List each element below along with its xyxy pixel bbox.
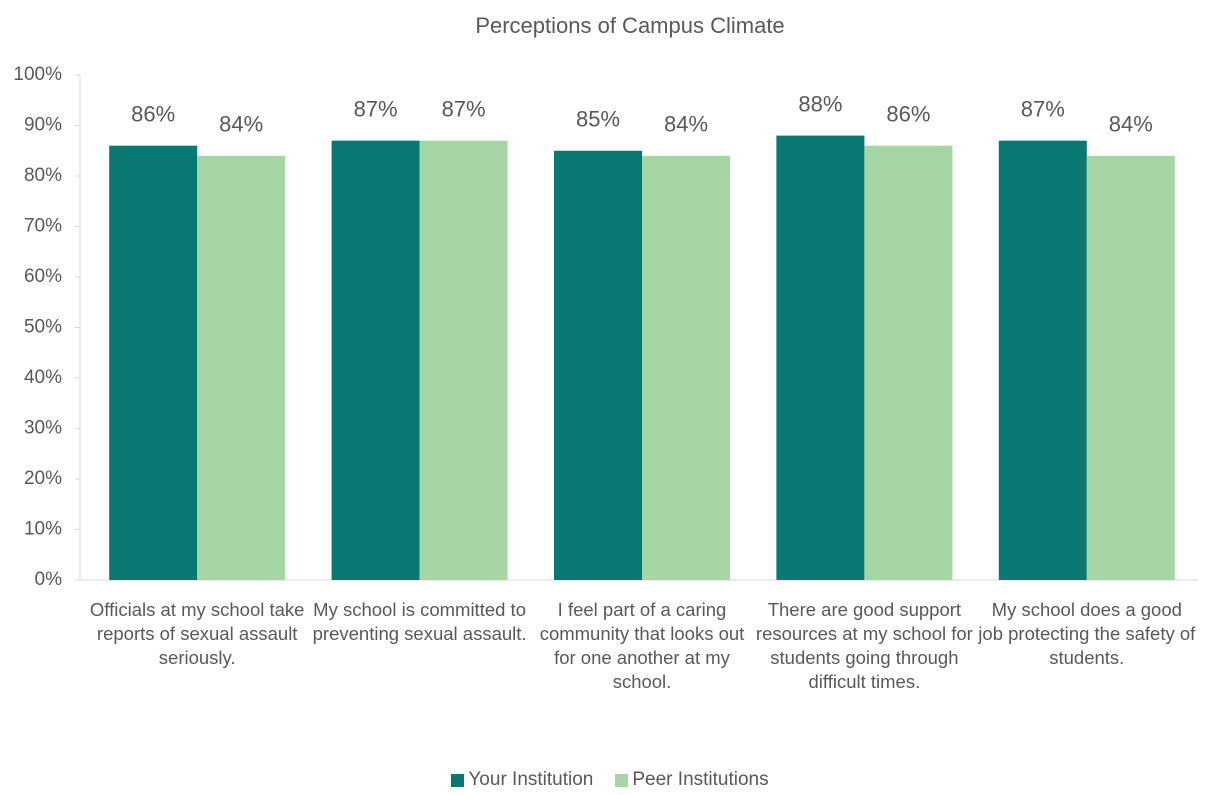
legend-swatch xyxy=(451,773,465,787)
x-tick-label: There are good support resources at my s… xyxy=(755,599,973,692)
y-tick-label: 100% xyxy=(13,64,62,85)
data-label: 84% xyxy=(664,112,708,137)
data-label: 84% xyxy=(219,112,263,137)
x-tick-label: I feel part of a caring community that l… xyxy=(539,599,745,692)
y-tick-label: 10% xyxy=(24,519,62,540)
data-label: 88% xyxy=(798,91,842,116)
legend-swatch xyxy=(615,773,629,787)
bar xyxy=(776,135,865,580)
y-tick-label: 50% xyxy=(24,317,62,338)
y-tick-label: 80% xyxy=(24,165,62,186)
legend-item: Peer Institutions xyxy=(615,769,769,791)
y-tick-label: 60% xyxy=(24,266,62,287)
bar xyxy=(998,140,1087,580)
bar xyxy=(331,140,420,580)
y-tick-label: 40% xyxy=(24,367,62,388)
y-tick-label: 20% xyxy=(24,468,62,489)
legend-label: Your Institution xyxy=(468,769,594,790)
bar xyxy=(642,155,730,581)
bar xyxy=(109,145,198,580)
bar xyxy=(1086,155,1175,581)
data-label: 84% xyxy=(1109,112,1153,137)
data-label: 85% xyxy=(576,107,620,132)
bar xyxy=(419,140,508,580)
y-tick-label: 90% xyxy=(24,115,62,136)
x-tick-label: My school does a good job protecting the… xyxy=(978,599,1196,668)
legend: Your Institution Peer Institutions xyxy=(0,769,1220,791)
data-label: 86% xyxy=(886,102,930,127)
legend-item: Your Institution xyxy=(451,769,593,791)
y-tick-label: 30% xyxy=(24,418,62,439)
bar xyxy=(197,155,286,581)
y-tick-label: 70% xyxy=(24,216,62,237)
bar xyxy=(864,145,953,580)
bar xyxy=(554,150,642,580)
x-tick-label: Officials at my school take reports of s… xyxy=(89,599,305,668)
data-label: 87% xyxy=(1021,96,1065,121)
chart-title: Perceptions of Campus Climate xyxy=(475,13,784,38)
data-label: 87% xyxy=(354,96,398,121)
legend-label: Peer Institutions xyxy=(632,769,769,790)
x-tick-label: My school is committed to preventing sex… xyxy=(312,599,527,644)
data-label: 87% xyxy=(442,96,486,121)
data-label: 86% xyxy=(131,102,175,127)
y-tick-label: 0% xyxy=(35,569,63,590)
